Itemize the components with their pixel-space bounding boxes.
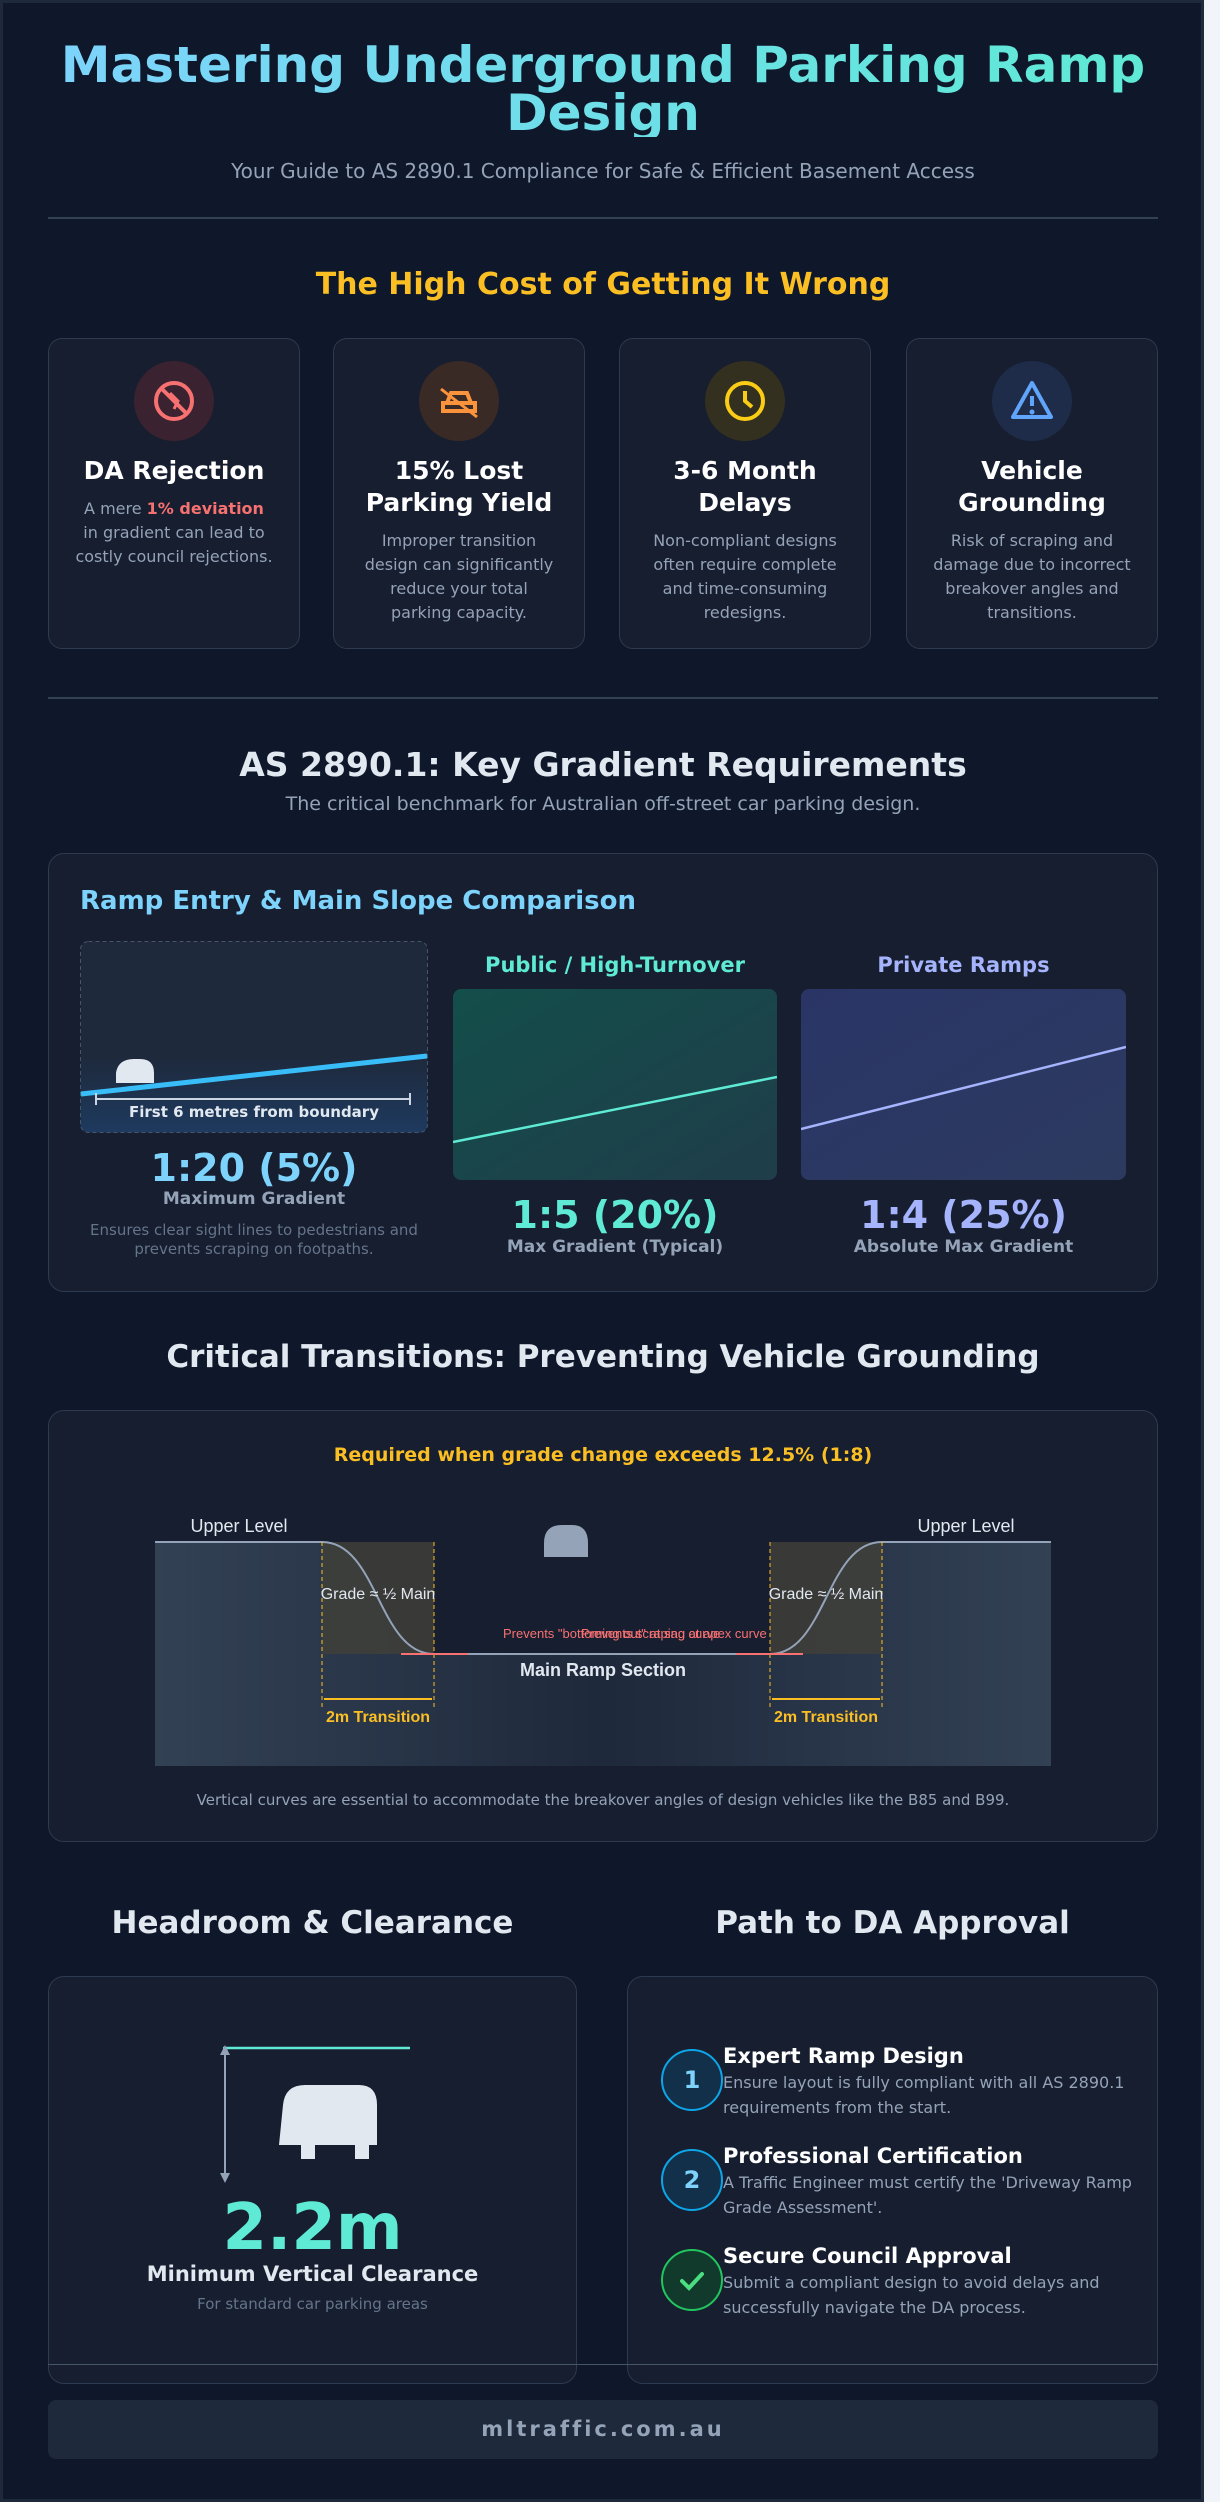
footer: mltraffic.com.au [48, 2400, 1158, 2459]
section-subtitle: The critical benchmark for Australian of… [285, 793, 921, 815]
step: Professional Certification A Traffic Engi… [723, 2144, 1143, 2220]
section-title: Headroom & Clearance [111, 1905, 514, 1941]
step-number: 2 [661, 2149, 723, 2211]
panel-title: Ramp Entry & Main Slope Comparison [80, 886, 637, 916]
grade-label: Grade ≈ ½ Main [769, 1586, 884, 1603]
card-text: Non-compliant designs often require comp… [653, 531, 837, 622]
step-check [661, 2249, 723, 2311]
card-title: 15% Lost Parking Yield [365, 456, 553, 517]
entry-value: 1:20 (5%) [150, 1146, 358, 1190]
icon [992, 361, 1072, 441]
headroom-diagram [220, 2045, 410, 2183]
private-diagram [801, 989, 1126, 1180]
private-value: 1:4 (25%) [860, 1193, 1067, 1237]
card-text: Improper transition design can significa… [364, 531, 554, 622]
transition-label: 2m Transition [326, 1709, 430, 1726]
title: Mastering Underground Parking Ramp Desig… [43, 40, 1163, 138]
section-title: Critical Transitions: Preventing Vehicle… [166, 1339, 1040, 1375]
card-title: Vehicle Grounding [958, 456, 1106, 517]
upper-label: Upper Level [917, 1516, 1014, 1536]
entry-note: Ensures clear sight lines to pedestrians… [90, 1221, 418, 1258]
cost-card: DA Rejection A mere 1% deviation in grad… [48, 338, 300, 649]
highlight: 1% deviation [146, 499, 264, 518]
entry-diagram [80, 941, 428, 1133]
step: Secure Council Approval Submit a complian… [723, 2244, 1143, 2320]
card-text: A mere 1% deviation in gradient can lead… [75, 497, 273, 569]
cost-card: 3-6 Month Delays Non-compliant designs o… [619, 338, 871, 649]
public-value: 1:5 (20%) [511, 1193, 719, 1237]
card-text: Risk of scraping and damage due to incor… [933, 531, 1131, 622]
step-title: Professional Certification [723, 2144, 1023, 2168]
cost-card: 15% Lost Parking Yield Improper transiti… [333, 338, 585, 649]
headroom-value: 2.2m [222, 2191, 403, 2265]
step-text: Ensure layout is fully compliant with al… [723, 2073, 1125, 2117]
requirement: Required when grade change exceeds 12.5%… [333, 1444, 873, 1466]
divider [48, 697, 1158, 699]
headroom-panel [48, 1976, 577, 2384]
card-title: 3-6 Month Delays [673, 456, 817, 517]
section-title: AS 2890.1: Key Gradient Requirements [239, 745, 967, 784]
subtitle: Your Guide to AS 2890.1 Compliance for S… [231, 159, 975, 183]
card-title: DA Rejection [83, 456, 265, 485]
step-number: 1 [661, 2049, 723, 2111]
step-text: A Traffic Engineer must certify the 'Dri… [723, 2173, 1132, 2217]
headroom-label: Minimum Vertical Clearance [146, 2262, 479, 2286]
public-diagram [453, 989, 777, 1180]
divider [48, 217, 1158, 219]
entry-caption: First 6 metres from boundary [129, 1103, 379, 1121]
step-title: Secure Council Approval [723, 2244, 1012, 2268]
transition-diagram: Upper Level Upper Level Grade ≈ ½ Main G… [155, 1516, 1051, 1766]
entry-label: Maximum Gradient [162, 1189, 346, 1209]
step-text: Submit a compliant design to avoid delay… [723, 2273, 1100, 2317]
cost-card: Vehicle Grounding Risk of scraping and d… [906, 338, 1158, 649]
divider [48, 2364, 1158, 2365]
upper-label: Upper Level [190, 1516, 287, 1536]
private-title: Private Ramps [877, 953, 1050, 977]
step: Expert Ramp Design Ensure layout is fully… [723, 2044, 1143, 2120]
icon [705, 361, 785, 441]
sag-note: Prevents "bottoming out" at sag curve [503, 1626, 720, 1641]
apex-note: Prevents scraping at apex curve [581, 1626, 767, 1641]
public-title: Public / High-Turnover [485, 953, 745, 977]
headroom-note: For standard car parking areas [197, 2295, 428, 2313]
icon [419, 361, 499, 441]
main-ramp-label: Main Ramp Section [520, 1660, 686, 1680]
step-title: Expert Ramp Design [723, 2044, 964, 2068]
text: A mere [84, 499, 142, 518]
section-title: The High Cost of Getting It Wrong [315, 267, 891, 302]
transition-label: 2m Transition [774, 1709, 878, 1726]
grade-label: Grade ≈ ½ Main [321, 1586, 436, 1603]
text: in gradient can lead to costly council r… [75, 523, 273, 566]
public-label: Max Gradient (Typical) [506, 1237, 724, 1257]
private-label: Absolute Max Gradient [853, 1237, 1074, 1257]
icon [134, 361, 214, 441]
section-title: Path to DA Approval [715, 1905, 1070, 1941]
caption: Vertical curves are essential to accommo… [196, 1791, 1010, 1809]
